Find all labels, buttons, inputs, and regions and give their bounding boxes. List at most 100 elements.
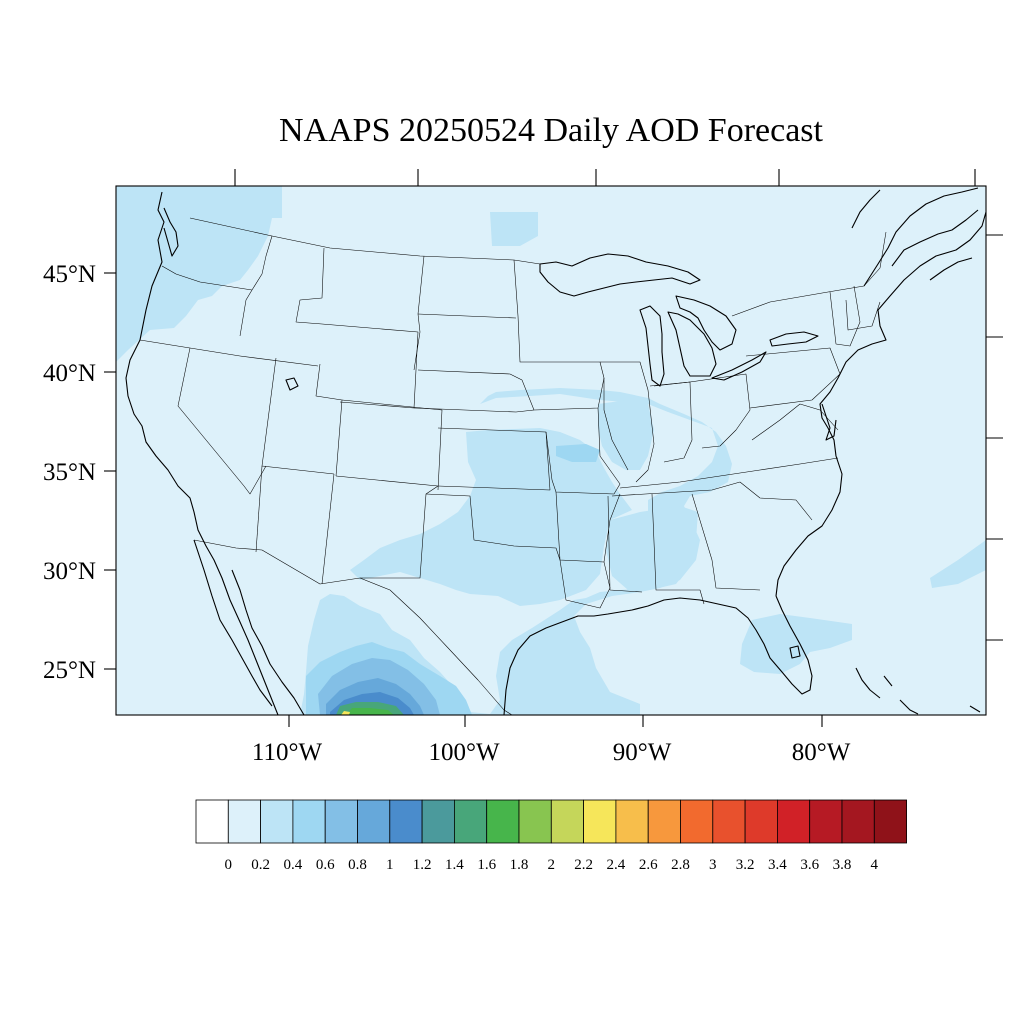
aod-plume-pacific-northwest — [116, 186, 282, 362]
aod-plume-mexico-1.6 — [346, 708, 394, 715]
aod-plume-texas-oklahoma — [350, 428, 632, 606]
colorbar-label: 0.8 — [348, 857, 367, 873]
colorbar-label: 2.6 — [639, 857, 658, 873]
georgia-florida — [691, 493, 761, 591]
dakotas — [413, 255, 425, 371]
new-england — [845, 299, 881, 331]
colorbar-box — [389, 799, 423, 844]
colorbar-box — [518, 799, 552, 844]
colorbar-label: 1.4 — [445, 857, 464, 873]
montana — [295, 247, 325, 325]
aod-plume-atlantic — [930, 540, 986, 588]
colorbar-box — [260, 799, 294, 844]
baja-peninsula — [193, 539, 305, 716]
puget-sound — [163, 207, 179, 257]
colorbar-label: 4 — [871, 857, 879, 873]
lake-ontario — [769, 331, 819, 347]
colorbar-box — [195, 799, 229, 844]
colorbar-label: 1.2 — [413, 857, 432, 873]
lake-superior — [539, 253, 701, 297]
colorbar-box — [712, 799, 746, 844]
aod-plume-southeast — [606, 506, 698, 590]
kansas — [413, 407, 535, 413]
lon-labels: 110°W 100°W 90°W 80°W — [252, 739, 851, 766]
bahamas-cuba — [855, 667, 981, 715]
canada-border-east — [731, 231, 887, 317]
colorbar-box — [324, 799, 358, 844]
lon-label: 90°W — [613, 739, 672, 766]
colorbar-box — [841, 799, 875, 844]
aod-plume-missouri-core — [556, 444, 600, 462]
atlantic-coast — [775, 211, 987, 597]
colorbar-box — [615, 799, 649, 844]
colorbar-box — [647, 799, 681, 844]
alabama-georgia — [651, 493, 705, 605]
colorbar-box — [744, 799, 778, 844]
michigan-border — [649, 381, 691, 387]
map-panel: 45°N 40°N 35°N 30°N 25°N 110°W 100°W 90°… — [43, 169, 1003, 766]
wyoming — [321, 323, 419, 409]
lat-label: 30°N — [43, 558, 96, 585]
louisiana — [559, 559, 611, 609]
colorbar-box — [777, 799, 811, 844]
map-title: NAAPS 20250524 Daily AOD Forecast — [279, 112, 824, 149]
mexico-border — [193, 539, 513, 716]
gulf-coast — [503, 595, 813, 716]
lat-label: 40°N — [43, 360, 96, 387]
colorbar-label: 3 — [709, 857, 717, 873]
washington-oregon — [161, 265, 253, 291]
colorbar-label: 3.8 — [833, 857, 852, 873]
canada-border-west — [189, 217, 541, 265]
chesapeake — [821, 403, 837, 441]
utah-east — [315, 363, 343, 477]
lon-label: 80°W — [792, 739, 851, 766]
colorbar-label: 3.2 — [736, 857, 755, 873]
colorbar-label: 2.8 — [671, 857, 690, 873]
aod-plume-illinois — [598, 400, 654, 470]
ohio-east — [689, 373, 751, 449]
colorbar-box — [809, 799, 843, 844]
colorbar-label: 1.6 — [477, 857, 496, 873]
canada-maritimes — [891, 209, 979, 281]
arizona-south — [255, 465, 263, 553]
colorbar-box — [873, 799, 907, 844]
coastlines — [125, 187, 987, 716]
colorbar-label: 2.4 — [607, 857, 626, 873]
pacific-coast — [125, 191, 279, 716]
colorbar-box — [357, 799, 391, 844]
colorbar-label: 1 — [386, 857, 394, 873]
colorado — [341, 399, 443, 491]
lat-label: 35°N — [43, 459, 96, 486]
colorbar-label: 3.6 — [800, 857, 819, 873]
colorbar-label: 0.2 — [251, 857, 270, 873]
idaho-south — [239, 355, 319, 367]
colorbar-box — [486, 799, 520, 844]
colorbar-box — [583, 799, 617, 844]
axis-ticks — [104, 169, 1003, 727]
lon-label: 100°W — [428, 739, 499, 766]
colorbar-label: 0.6 — [316, 857, 335, 873]
great-salt-lake — [285, 377, 299, 391]
nd-sd — [417, 313, 517, 319]
aod-plume-layer — [116, 186, 986, 715]
minnesota — [513, 259, 600, 363]
illinois-west — [603, 378, 629, 471]
nevada — [177, 347, 267, 495]
carolinas — [739, 481, 813, 521]
lake-huron — [675, 295, 737, 351]
lake-michigan — [639, 305, 665, 387]
colorbar-labels: 0 0.2 0.4 0.6 0.8 1 1.2 1.4 1.6 1.8 2 2.2 2.4 2.6 2.8 3… — [225, 857, 879, 873]
lat-label: 45°N — [43, 261, 96, 288]
map-frame — [115, 185, 987, 716]
aod-plume-mexico-2.4 — [341, 711, 350, 715]
aod-plume-florida — [740, 614, 852, 674]
st-lawrence — [863, 187, 979, 287]
colorbar-box — [550, 799, 584, 844]
colorbar-label: 2.2 — [574, 857, 593, 873]
kentucky-tennessee — [619, 457, 839, 489]
colorbar-label: 1.8 — [510, 857, 529, 873]
colorbar-box — [421, 799, 455, 844]
colorbar-box — [453, 799, 488, 844]
colorbar-label: 2 — [548, 857, 556, 873]
colorbar-label: 0 — [225, 857, 233, 873]
